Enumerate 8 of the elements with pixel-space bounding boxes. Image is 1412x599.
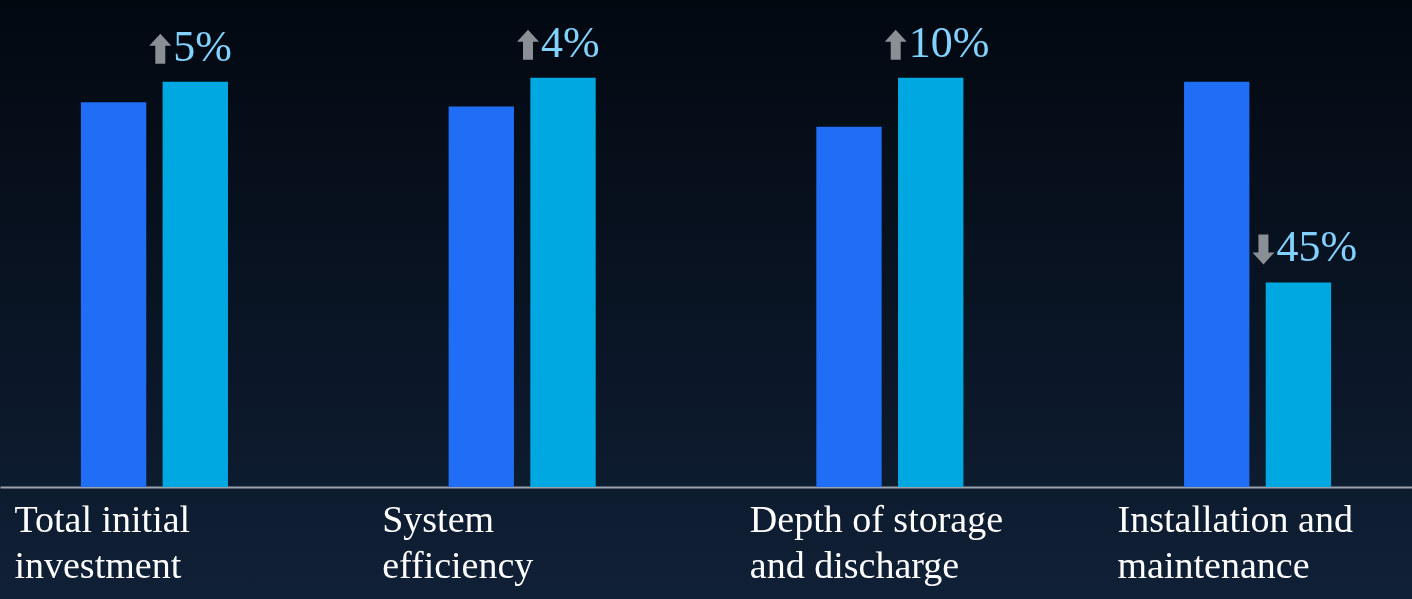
x-tick-label: Total initial investment [14,497,191,586]
x-tick-label: System efficiency [382,497,534,586]
text: 4% [541,17,600,67]
annotation: 45% [1276,222,1358,272]
text: 5% [173,21,232,71]
x-tick-label: Depth of storage and discharge [749,497,1004,586]
x-tick-label: Installation and maintenance [1117,497,1353,586]
text: 10% [908,17,990,67]
